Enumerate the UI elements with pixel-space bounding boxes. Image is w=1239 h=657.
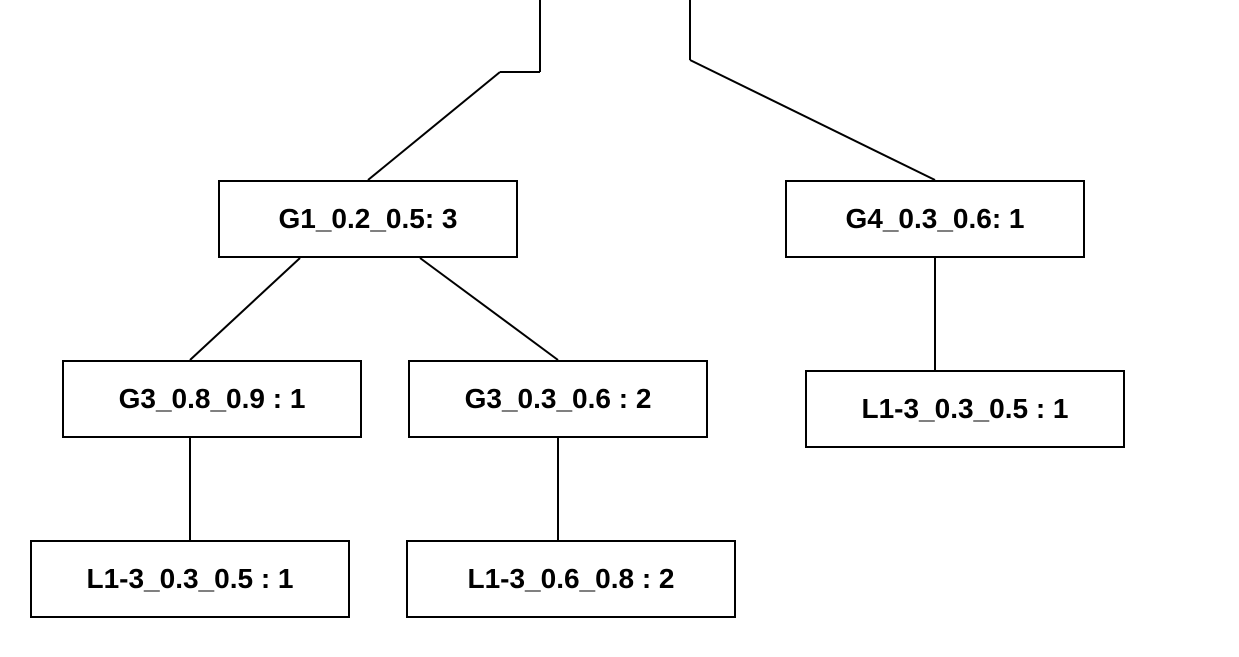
tree-node-label: L1-3_0.3_0.5 : 1	[86, 563, 293, 595]
tree-node-label: G1_0.2_0.5: 3	[278, 203, 457, 235]
tree-edge-5	[190, 258, 300, 360]
tree-node-label: G3_0.8_0.9 : 1	[119, 383, 306, 415]
tree-node-label: L1-3_0.6_0.8 : 2	[467, 563, 674, 595]
tree-node-l13a: L1-3_0.3_0.5 : 1	[30, 540, 350, 618]
tree-node-label: L1-3_0.3_0.5 : 1	[861, 393, 1068, 425]
tree-node-g4: G4_0.3_0.6: 1	[785, 180, 1085, 258]
tree-node-g3b: G3_0.3_0.6 : 2	[408, 360, 708, 438]
tree-node-label: G3_0.3_0.6 : 2	[465, 383, 652, 415]
tree-node-g3a: G3_0.8_0.9 : 1	[62, 360, 362, 438]
tree-node-g1: G1_0.2_0.5: 3	[218, 180, 518, 258]
tree-edge-6	[420, 258, 558, 360]
tree-edge-2	[368, 72, 500, 180]
tree-node-l13b: L1-3_0.6_0.8 : 2	[406, 540, 736, 618]
tree-node-l13r: L1-3_0.3_0.5 : 1	[805, 370, 1125, 448]
tree-edge-4	[690, 60, 935, 180]
tree-node-label: G4_0.3_0.6: 1	[845, 203, 1024, 235]
